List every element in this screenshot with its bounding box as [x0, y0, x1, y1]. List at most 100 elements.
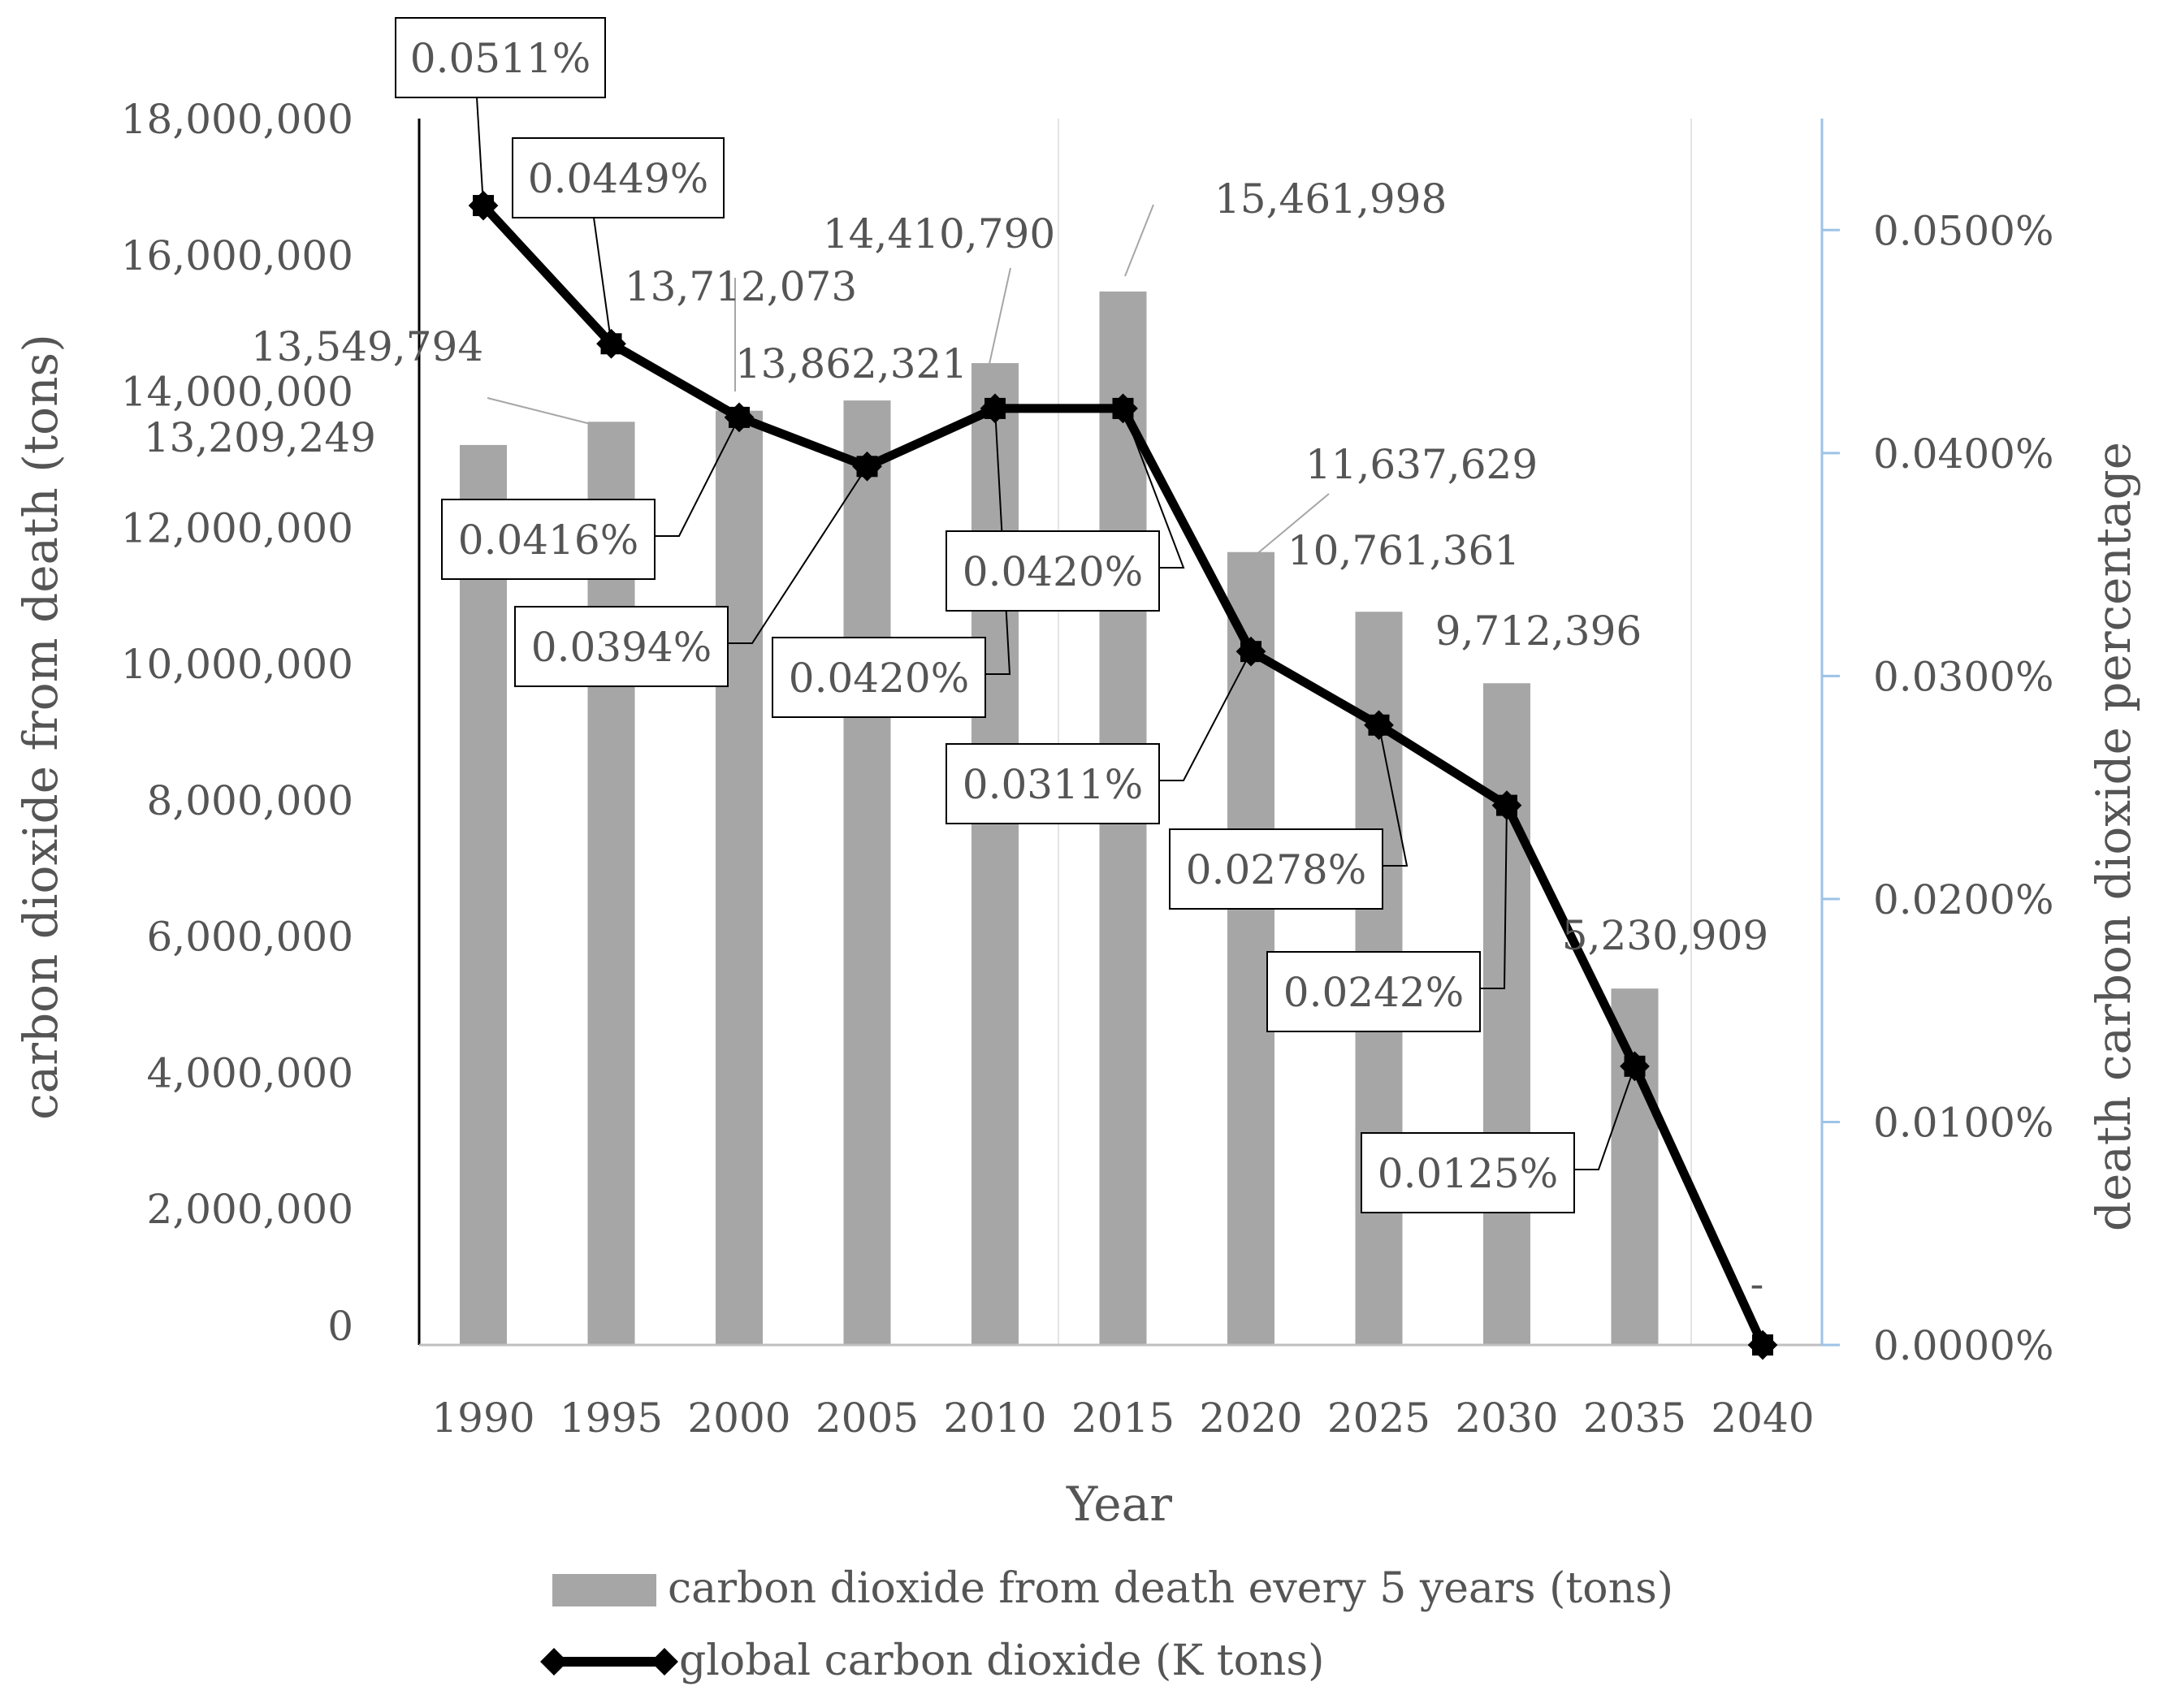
line-series — [468, 190, 1778, 1360]
x-tick-label: 2005 — [816, 1395, 919, 1442]
pct-label-2035: 0.0125% — [1378, 1150, 1558, 1197]
bar-2005 — [843, 400, 891, 1346]
pct-label-leader — [1480, 805, 1508, 989]
bar-1990 — [460, 444, 507, 1345]
line-data-labels: 0.0511% 0.0449% 0.0416% 0.0394% 0.0420% 0.042… — [395, 17, 1575, 1213]
bar-2010 — [971, 363, 1019, 1345]
pct-label-2005: 0.0394% — [531, 624, 712, 671]
line-point-square-2015 — [1112, 397, 1134, 419]
y2-tick-label: 0.0500% — [1873, 207, 2053, 254]
bar-label-leader — [1254, 493, 1330, 556]
x-tick-label: 2025 — [1327, 1395, 1430, 1442]
bar-label-2005: 13,862,321 — [735, 340, 967, 387]
y-axis-title: carbon dioxide from death (tons) — [13, 334, 68, 1120]
pct-label-box-2015 — [946, 530, 1160, 612]
y2-tick-label: 0.0400% — [1873, 430, 2053, 478]
y-tick-label: 8,000,000 — [147, 777, 353, 824]
y2-tick-label: 0.0000% — [1873, 1322, 2053, 1369]
pct-label-leader — [1159, 651, 1252, 781]
x-tick-label: 2035 — [1583, 1395, 1686, 1442]
bar-2035 — [1611, 988, 1659, 1345]
legend: carbon dioxide from death every 5 years … — [540, 1564, 1673, 1685]
label-leader-lines — [476, 97, 1636, 1170]
bar-label-2010: 14,410,790 — [823, 210, 1055, 257]
pct-label-1995: 0.0449% — [528, 155, 708, 202]
y-tick-label: 14,000,000 — [121, 369, 353, 416]
pct-label-leader — [1122, 408, 1185, 569]
line-point-square-2000 — [729, 406, 750, 428]
pct-label-2015: 0.0420% — [963, 548, 1143, 595]
pct-label-box-2010 — [772, 637, 986, 718]
pct-label-box-1990 — [395, 17, 606, 98]
bar-2000 — [716, 410, 763, 1345]
pct-label-box-2035 — [1361, 1132, 1575, 1213]
y-tick-label: 0 — [327, 1303, 353, 1350]
y2-axis-title: death carbon dioxide percentage — [2086, 442, 2141, 1231]
bar-label-2030: 9,712,396 — [1435, 608, 1642, 655]
y-tick-label: 6,000,000 — [147, 914, 353, 961]
pct-label-2000: 0.0416% — [458, 517, 638, 564]
y2-tick-label: 0.0300% — [1873, 653, 2053, 700]
bar-2030 — [1483, 683, 1530, 1345]
x-tick-label: 2040 — [1711, 1395, 1814, 1442]
legend-bar-label: carbon dioxide from death every 5 years … — [668, 1564, 1673, 1613]
bar-label-2000: 13,712,073 — [625, 263, 857, 310]
grid-lines — [1058, 119, 1692, 1345]
pct-label-2010: 0.0420% — [789, 655, 969, 702]
pct-label-box-2020 — [946, 743, 1160, 824]
pct-label-box-2005 — [514, 606, 729, 687]
line-point-square-2005 — [856, 456, 878, 478]
y-tick-label: 4,000,000 — [147, 1049, 353, 1096]
bar-label-2020: 11,637,629 — [1305, 441, 1538, 488]
pct-label-1990: 0.0511% — [410, 35, 591, 82]
line-point-square-2040 — [1752, 1334, 1773, 1356]
axes — [418, 119, 1840, 1347]
pct-label-leader — [655, 417, 740, 537]
bar-label-leader — [487, 397, 598, 426]
pct-label-box-1995 — [512, 137, 725, 218]
line-point-square-2030 — [1496, 794, 1517, 816]
x-tick-label: 2010 — [943, 1395, 1046, 1442]
y-tick-label: 16,000,000 — [121, 232, 353, 279]
bar-label-2025: 10,761,361 — [1287, 527, 1520, 574]
pct-label-leader — [985, 408, 1011, 675]
x-tick-label: 1990 — [431, 1395, 534, 1442]
right-axis-ticks: 0.0000% 0.0100% 0.0200% 0.0300% 0.0400% 0.050… — [1822, 207, 2053, 1369]
pct-label-2025: 0.0278% — [1186, 846, 1366, 893]
x-axis-title: Year — [1066, 1477, 1172, 1532]
legend-line-label: global carbon dioxide (K tons) — [679, 1637, 1324, 1685]
bar-label-1990: 13,209,249 — [144, 414, 376, 461]
legend-line-marker-right — [651, 1648, 678, 1676]
line-point-square-2020 — [1240, 641, 1261, 663]
x-tick-label: 2015 — [1071, 1395, 1175, 1442]
bar-label-leader — [989, 267, 1011, 365]
x-tick-label: 2030 — [1455, 1395, 1558, 1442]
line-point-square-1990 — [473, 195, 494, 217]
x-tick-label: 2020 — [1199, 1395, 1302, 1442]
y2-tick-label: 0.0100% — [1873, 1099, 2053, 1146]
y-tick-label: 18,000,000 — [121, 96, 353, 143]
x-axis-ticks: 1990 1995 2000 2005 2010 2015 2020 2025 2030 2035… — [431, 1395, 1814, 1442]
y-tick-label: 2,000,000 — [147, 1186, 353, 1233]
bar-label-leader — [1124, 204, 1154, 277]
pct-label-leader — [593, 217, 612, 344]
legend-line-marker-left — [540, 1648, 568, 1676]
line-point-square-2025 — [1368, 714, 1390, 736]
y-tick-label: 10,000,000 — [121, 641, 353, 688]
pct-label-box-2030 — [1266, 951, 1481, 1032]
y-tick-label: 12,000,000 — [121, 504, 353, 551]
pct-label-2030: 0.0242% — [1283, 969, 1464, 1016]
pct-label-leader — [1574, 1066, 1636, 1170]
pct-label-box-2000 — [441, 499, 656, 580]
line-point-square-1995 — [600, 333, 622, 355]
left-axis-ticks: 0 2,000,000 4,000,000 6,000,000 8,000,000 10,… — [121, 96, 353, 1350]
bar-label-2015: 15,461,998 — [1214, 175, 1447, 223]
pct-label-leader — [476, 97, 484, 206]
pct-label-leader — [728, 465, 868, 644]
pct-label-box-2025 — [1169, 828, 1383, 910]
bar-2020 — [1227, 551, 1274, 1345]
bar-label-2035: 5,230,909 — [1562, 912, 1768, 959]
bar-data-labels: 13,209,249 13,549,794 13,712,073 13,862,321… — [144, 175, 1769, 1308]
x-tick-label: 2000 — [687, 1395, 790, 1442]
